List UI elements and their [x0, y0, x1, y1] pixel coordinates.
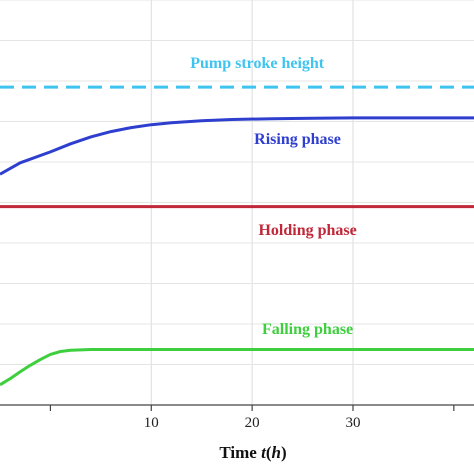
ticks: 10 20 30	[49, 405, 455, 431]
x-axis-label-prefix: Time	[219, 443, 261, 462]
annotation-rising-phase: Rising phase	[254, 131, 341, 148]
series-layer	[0, 85, 474, 387]
annotation-pump-stroke-height: Pump stroke height	[190, 55, 325, 72]
series-line-rising-phase	[0, 116, 474, 176]
grid	[0, 0, 474, 406]
x-axis-label-close: )	[281, 443, 287, 462]
annotation-falling-phase: Falling phase	[262, 321, 353, 338]
annotations: Pump stroke height Rising phase Holding ph…	[190, 55, 357, 338]
x-tick-label-2: 30	[345, 415, 360, 431]
x-axis-label-open: (	[266, 443, 272, 462]
annotation-holding-phase: Holding phase	[258, 222, 356, 239]
series-line-falling-phase	[0, 348, 474, 387]
x-tick-label-1: 20	[245, 415, 260, 431]
x-axis-label-var: t	[261, 443, 267, 462]
x-tick-label-0: 10	[144, 415, 159, 431]
x-axis-label: Time t(h)	[219, 443, 286, 462]
x-axis-label-unit: h	[271, 443, 280, 462]
